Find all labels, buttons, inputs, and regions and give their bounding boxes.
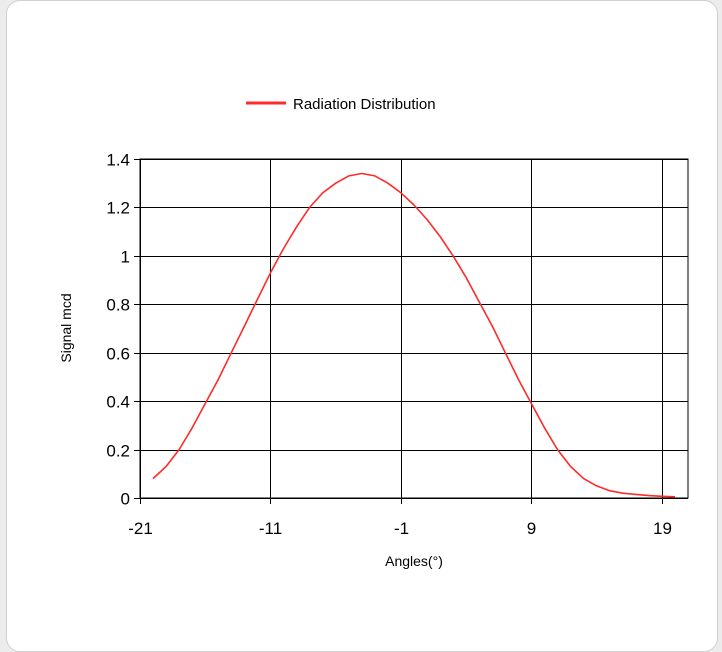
x-tick-label: 9: [527, 519, 536, 538]
x-tick-label: -11: [259, 519, 282, 538]
y-tick-label: 1: [121, 248, 130, 267]
legend: Radiation Distribution: [246, 96, 436, 113]
y-tick-label: 0.6: [106, 345, 130, 364]
series-line-0: [152, 172, 676, 498]
x-tick-label: -1: [394, 519, 409, 538]
legend-label: Radiation Distribution: [293, 96, 436, 113]
series-layer: [152, 172, 676, 498]
y-tick-label: 1.2: [106, 199, 130, 218]
x-tick-label: -21: [128, 519, 153, 538]
y-tick-label: 0: [121, 490, 130, 509]
y-tick-label: 0.4: [106, 393, 130, 412]
y-tick-label: 0.2: [106, 442, 130, 461]
plot-frame: [139, 158, 689, 499]
y-axis-label: Signal mcd: [58, 293, 74, 362]
chart-panel: [6, 0, 718, 652]
y-tick-label: 0.8: [106, 296, 130, 315]
y-tick-label: 1.4: [106, 151, 130, 170]
tick-labels: 0 0.2 0.4 0.6 0.8 1 1.2 1.4 -21 -11 -1 9 19: [106, 151, 672, 539]
x-tick-label: 19: [653, 519, 672, 538]
x-axis-label: Angles(°): [385, 553, 443, 569]
grid-lines: [134, 158, 689, 504]
